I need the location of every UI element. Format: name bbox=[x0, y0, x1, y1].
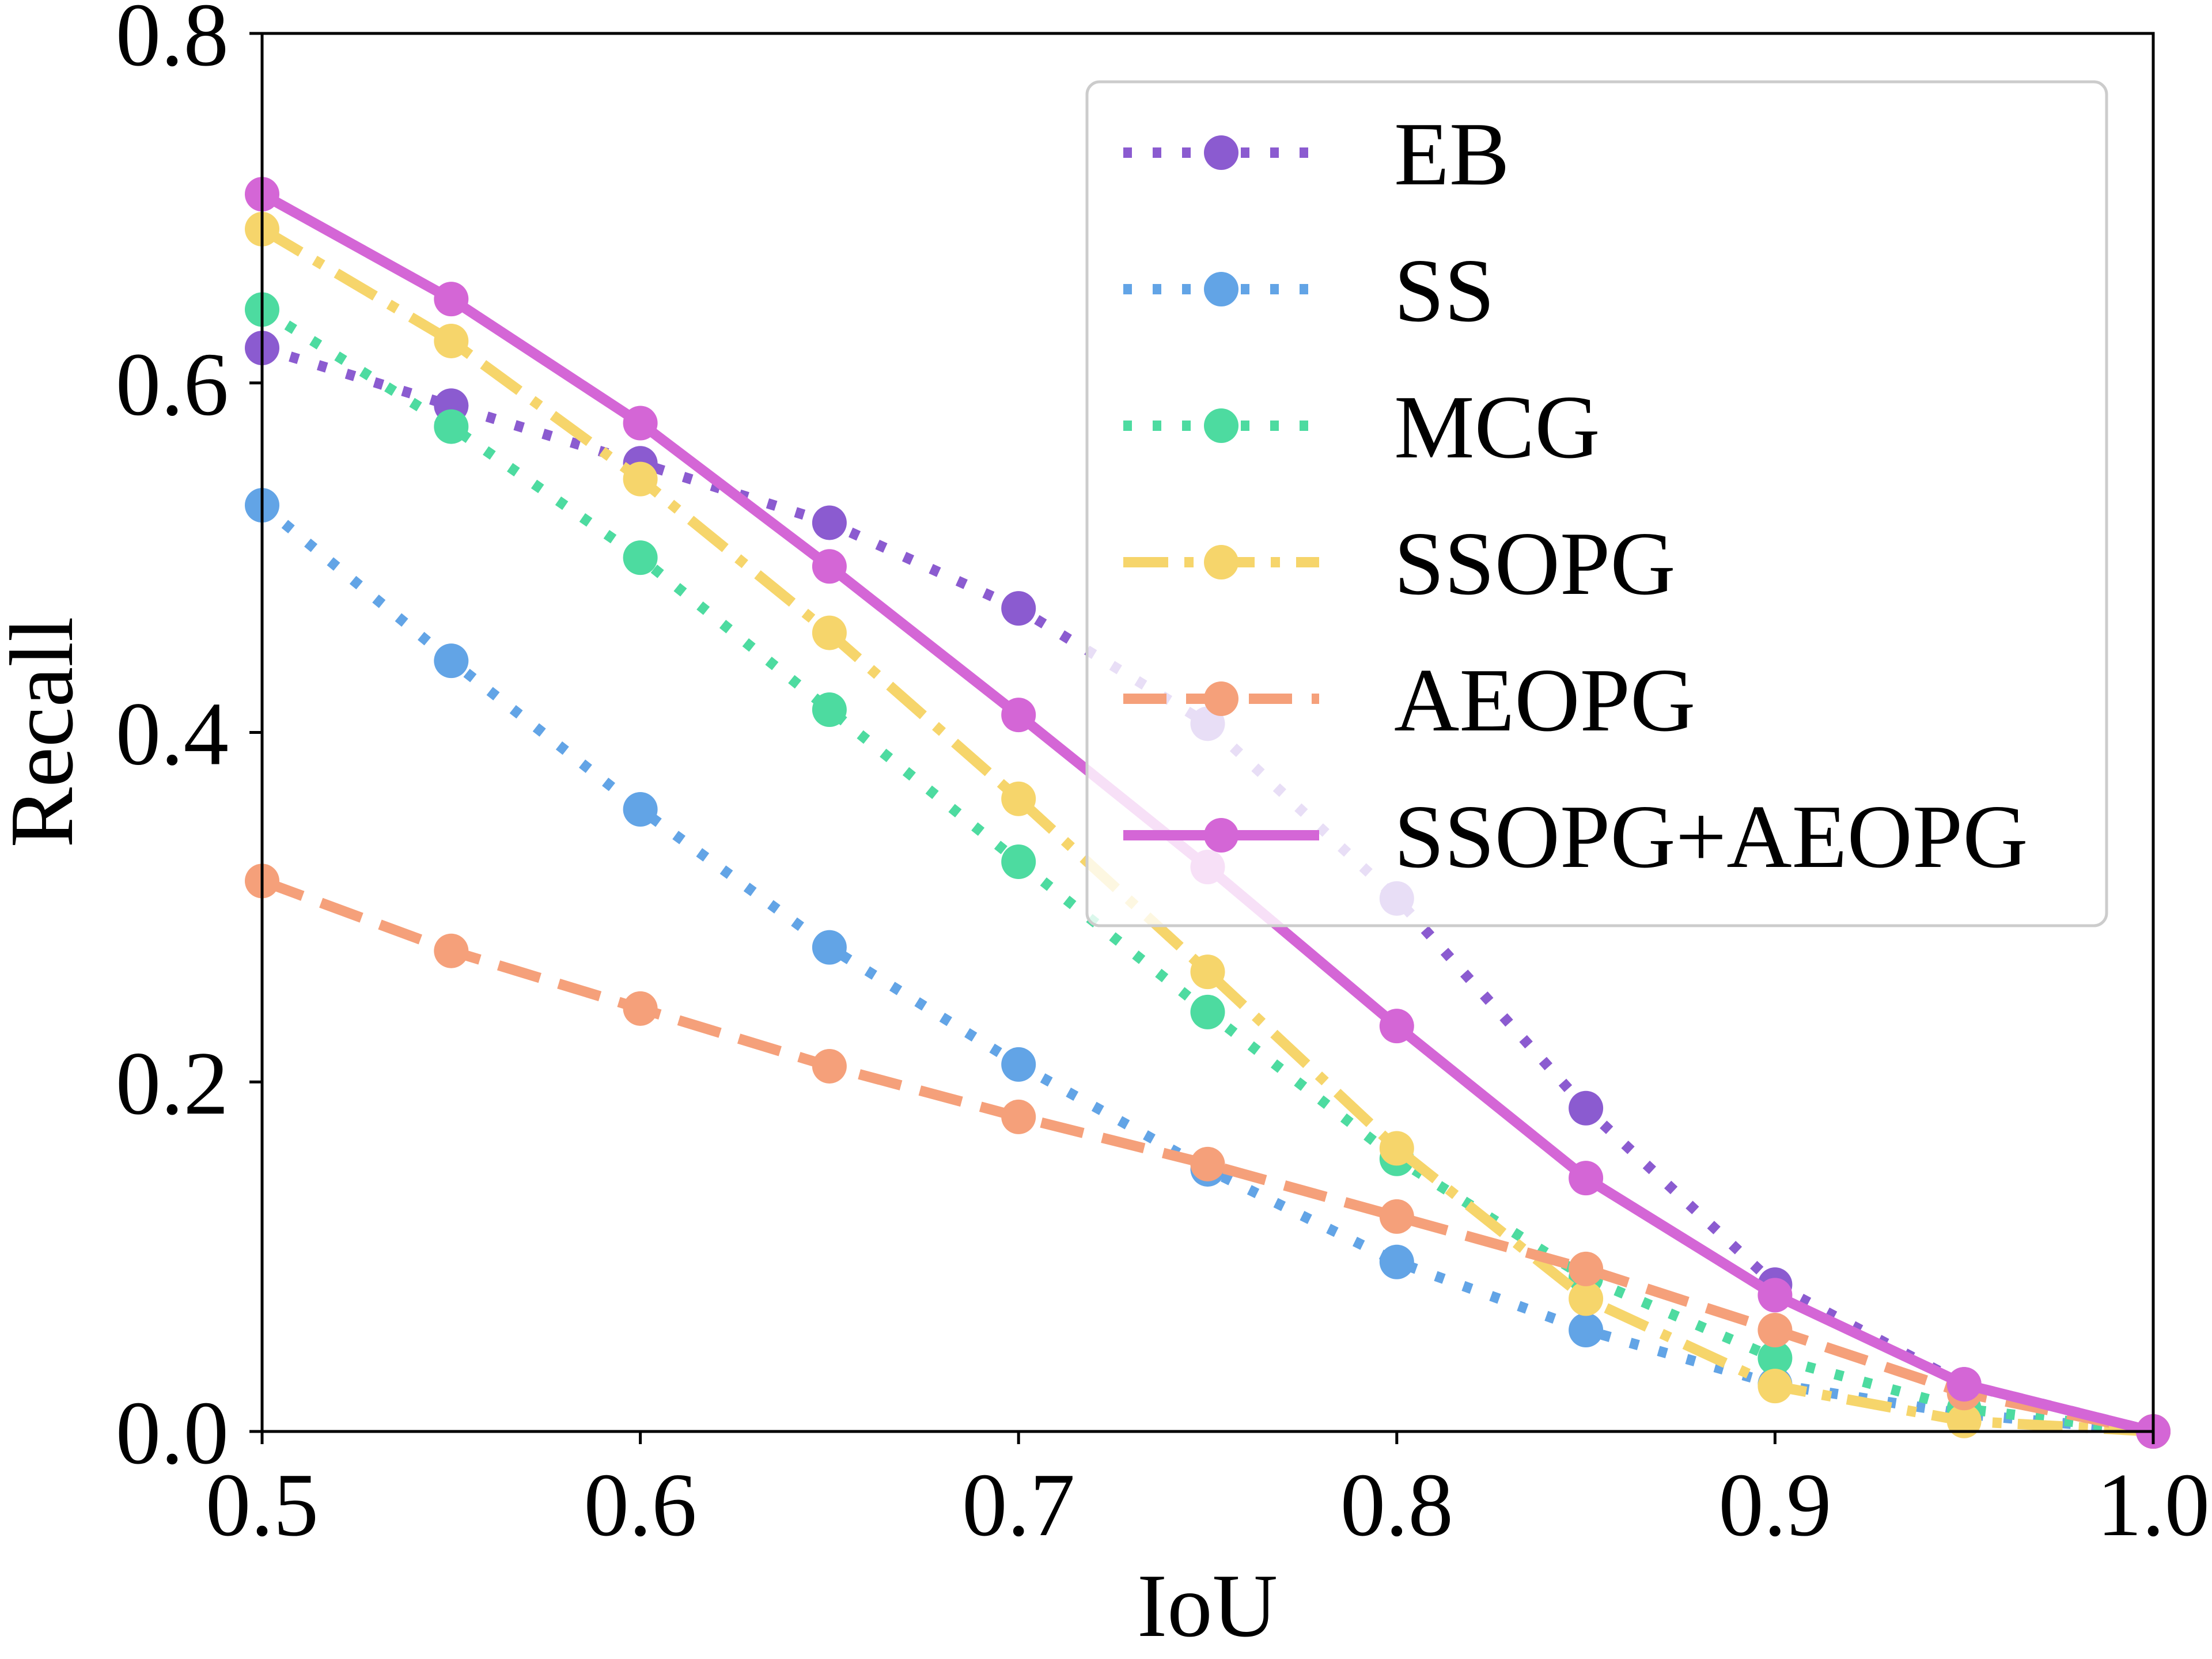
data-point-ssopg bbox=[434, 323, 469, 358]
data-point-ssopg-aeopg bbox=[434, 282, 469, 317]
legend-entry-ss: SS bbox=[1123, 240, 1495, 340]
data-point-mcg bbox=[812, 692, 847, 728]
data-point-eb bbox=[812, 505, 847, 540]
y-tick-label: 0.0 bbox=[116, 1382, 229, 1483]
legend-entry-eb: EB bbox=[1123, 104, 1510, 204]
data-point-aeopg bbox=[434, 933, 469, 968]
legend-entries: EB SS MCG SSOPG AEOPG SSOPG+AEOPG bbox=[1123, 104, 2028, 887]
legend-label: SSOPG bbox=[1394, 513, 1676, 613]
data-point-ssopg bbox=[623, 461, 658, 497]
legend-box bbox=[1085, 80, 2108, 927]
data-point-ssopg bbox=[1190, 955, 1225, 990]
series-line-aeopg bbox=[260, 876, 2154, 1437]
data-point-ss bbox=[1379, 1244, 1414, 1279]
ticks-layer: 0.5 0.6 0.7 0.8 0.9 1.0 0.0 0.2 0.4 0.6 0.8 bbox=[116, 0, 2210, 1555]
data-point-ssopg-aeopg bbox=[812, 549, 847, 584]
data-point-eb bbox=[1001, 591, 1036, 626]
data-point-aeopg bbox=[1001, 1099, 1036, 1134]
legend-label: EB bbox=[1394, 104, 1510, 204]
legend-swatch-marker bbox=[1204, 135, 1238, 170]
series-layer bbox=[245, 177, 2171, 1449]
data-point-aeopg bbox=[1190, 1146, 1225, 1181]
data-point-ssopg bbox=[1946, 1403, 1982, 1438]
legend-label: MCG bbox=[1394, 377, 1600, 477]
series-line-ssopg bbox=[259, 225, 2154, 1437]
legend-entry-aeopg: AEOPG bbox=[1123, 650, 1695, 750]
x-tick-label: 0.8 bbox=[1340, 1455, 1453, 1555]
legend-entry-ssopg-aeopg: SSOPG+AEOPG bbox=[1123, 786, 2028, 887]
legend-label: SSOPG+AEOPG bbox=[1394, 786, 2028, 887]
series-line-eb bbox=[260, 343, 2155, 1437]
y-tick-label: 0.8 bbox=[116, 0, 229, 85]
data-point-ss bbox=[623, 791, 658, 827]
data-point-ssopg bbox=[1569, 1281, 1604, 1316]
data-point-ssopg bbox=[1379, 1131, 1414, 1166]
data-point-mcg bbox=[1001, 844, 1036, 879]
data-point-ss bbox=[1001, 1047, 1036, 1082]
data-point-mcg bbox=[434, 409, 469, 444]
series-aeopg bbox=[245, 863, 2171, 1449]
data-point-ssopg bbox=[1001, 781, 1036, 816]
x-tick-label: 0.5 bbox=[206, 1455, 319, 1555]
data-point-eb bbox=[1569, 1090, 1604, 1126]
legend-swatch-marker bbox=[1204, 818, 1238, 853]
x-axis-label: IoU bbox=[1137, 1555, 1278, 1656]
legend-label: AEOPG bbox=[1394, 650, 1695, 750]
data-point-aeopg bbox=[1758, 1313, 1793, 1348]
data-point-ssopg-aeopg bbox=[1946, 1367, 1982, 1402]
data-point-ss bbox=[434, 643, 469, 679]
data-point-ssopg-aeopg bbox=[1569, 1161, 1604, 1196]
legend: EB SS MCG SSOPG AEOPG SSOPG+AEOPG bbox=[1085, 80, 2108, 927]
legend-swatch-marker bbox=[1204, 408, 1238, 443]
data-point-mcg bbox=[623, 540, 658, 575]
data-point-aeopg bbox=[1569, 1251, 1604, 1286]
legend-swatch-marker bbox=[1204, 545, 1238, 579]
y-tick-label: 0.4 bbox=[116, 684, 229, 784]
legend-label: SS bbox=[1394, 240, 1495, 340]
data-point-ss bbox=[1569, 1313, 1604, 1348]
legend-swatch-marker bbox=[1204, 681, 1238, 716]
data-point-ssopg-aeopg bbox=[1758, 1278, 1793, 1313]
y-tick-label: 0.2 bbox=[116, 1033, 229, 1133]
data-point-aeopg bbox=[812, 1048, 847, 1084]
x-tick-label: 1.0 bbox=[2097, 1455, 2210, 1555]
y-axis-label: Recall bbox=[0, 616, 92, 847]
legend-entry-ssopg: SSOPG bbox=[1123, 513, 1676, 613]
data-point-mcg bbox=[1758, 1340, 1793, 1376]
data-point-ssopg bbox=[812, 615, 847, 650]
x-tick-label: 0.7 bbox=[962, 1455, 1075, 1555]
y-tick-label: 0.6 bbox=[116, 334, 229, 434]
x-tick-label: 0.6 bbox=[584, 1455, 696, 1555]
legend-entry-mcg: MCG bbox=[1123, 377, 1600, 477]
data-point-ssopg-aeopg bbox=[1001, 698, 1036, 733]
data-point-aeopg bbox=[623, 991, 658, 1026]
data-point-ssopg bbox=[1758, 1369, 1793, 1404]
data-point-mcg bbox=[1190, 994, 1225, 1029]
legend-swatch-marker bbox=[1204, 272, 1238, 306]
data-point-ssopg-aeopg bbox=[623, 406, 658, 441]
x-tick-label: 0.9 bbox=[1718, 1455, 1831, 1555]
data-point-ssopg-aeopg bbox=[1379, 1009, 1414, 1044]
data-point-ss bbox=[812, 930, 847, 965]
data-point-aeopg bbox=[1379, 1199, 1414, 1234]
